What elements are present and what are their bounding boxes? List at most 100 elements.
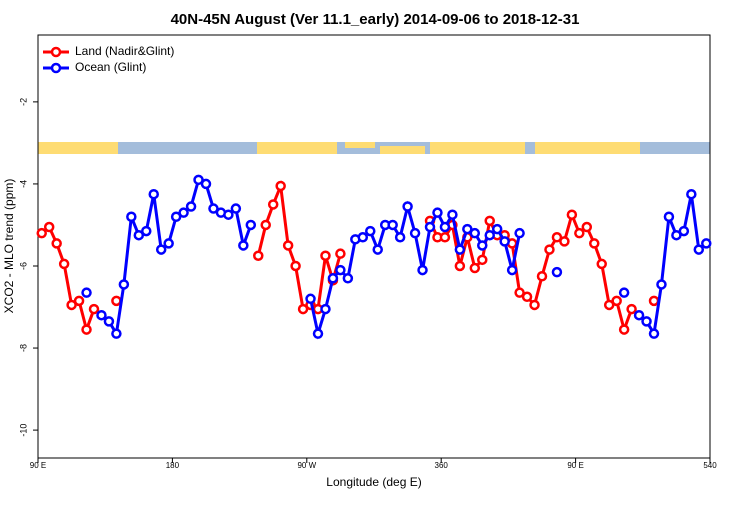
data-point [282, 240, 294, 251]
data-point [155, 244, 167, 255]
data-point [477, 254, 488, 266]
data-point [170, 211, 182, 223]
data-point [320, 250, 331, 261]
data-point [521, 291, 533, 303]
legend-label: Ocean (Glint) [75, 60, 146, 74]
data-point [536, 270, 548, 282]
data-point [544, 244, 555, 255]
x-tick-label: 90 E [30, 461, 46, 470]
chart-title: 40N-45N August (Ver 11.1_early) 2014-09-… [171, 11, 580, 28]
data-point [611, 295, 622, 307]
legend-label: Land (Nadir&Glint) [75, 44, 174, 58]
data-point [290, 260, 301, 272]
data-point [417, 264, 428, 276]
data-point [701, 238, 712, 249]
data-point [126, 211, 137, 223]
data-point [424, 221, 436, 233]
data-point [58, 258, 70, 270]
data-point [462, 223, 473, 235]
data-point [626, 303, 637, 315]
data-point [238, 240, 249, 251]
data-point [260, 219, 271, 231]
data-point [275, 180, 286, 192]
data-point [402, 201, 413, 212]
data-point [693, 244, 705, 255]
data-point [103, 316, 115, 327]
data-point [506, 264, 518, 276]
data-point [253, 250, 264, 261]
x-tick-label: 180 [166, 461, 180, 470]
data-point [305, 293, 316, 305]
data-point [559, 236, 570, 247]
data-point [51, 238, 62, 249]
data-point [477, 240, 488, 251]
y-axis-label: XCO2 - MLO trend (ppm) [2, 179, 16, 314]
data-point [671, 229, 682, 241]
x-tick-label: 360 [435, 461, 449, 470]
data-point [223, 209, 234, 220]
data-point [133, 229, 145, 241]
y-tick-label: -4 [18, 180, 28, 188]
x-tick-label: 90 E [567, 461, 583, 470]
data-point [633, 309, 645, 321]
data-point [484, 215, 495, 227]
data-point [335, 248, 346, 259]
data-point [596, 258, 607, 270]
data-point [663, 211, 675, 223]
data-point [454, 260, 466, 272]
data-point [88, 303, 100, 315]
data-point [297, 303, 309, 315]
data-point [267, 199, 279, 210]
data-point [230, 203, 242, 214]
y-tick-label: -2 [18, 98, 28, 106]
data-point [514, 227, 525, 239]
data-point [365, 225, 376, 237]
data-point [447, 209, 458, 220]
data-point [81, 324, 92, 335]
data-point [469, 227, 481, 239]
data-point [96, 309, 107, 321]
data-point [686, 188, 697, 200]
series-line [428, 210, 634, 335]
data-point [73, 295, 85, 307]
data-point [372, 244, 383, 255]
data-point [43, 221, 55, 233]
data-point [193, 174, 204, 186]
data-point [648, 328, 660, 339]
data-point [111, 295, 122, 307]
data-point [185, 201, 197, 212]
data-point [603, 299, 615, 311]
data-point [618, 287, 630, 298]
data-point [454, 244, 466, 255]
series-line [638, 193, 708, 338]
data-point [312, 328, 324, 339]
y-tick-label: -10 [18, 424, 28, 437]
data-point [245, 219, 257, 231]
data-point [491, 223, 503, 235]
land-mask-strip [38, 142, 710, 154]
data-point [551, 266, 563, 278]
y-tick-label: -6 [18, 262, 28, 270]
data-point [208, 203, 219, 214]
series-line [40, 224, 96, 335]
data-point [648, 295, 660, 307]
data-point [656, 279, 667, 290]
series-line [100, 177, 253, 338]
data-point [387, 219, 398, 231]
data-point [678, 225, 690, 237]
data-point [499, 236, 510, 247]
data-point [66, 299, 77, 311]
data-point [394, 232, 406, 243]
data-point [118, 279, 130, 290]
data-point [514, 287, 525, 298]
legend-marker [50, 46, 62, 58]
data-point [36, 227, 47, 239]
data-point [589, 238, 600, 249]
data-point [111, 328, 122, 339]
data-point [342, 273, 354, 284]
data-point [439, 232, 451, 243]
data-point [551, 232, 563, 243]
data-point [469, 262, 481, 274]
data-point [141, 225, 152, 237]
